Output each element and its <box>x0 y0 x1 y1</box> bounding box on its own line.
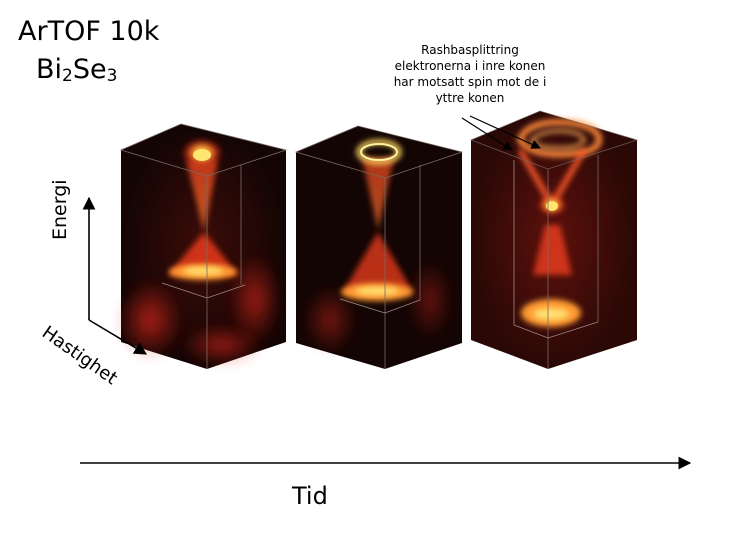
cube-1 <box>118 123 288 369</box>
formula-sub-3: 3 <box>106 66 118 86</box>
annotation-arrow-1 <box>461 117 513 151</box>
annotation-line-3: har motsatt spin mot de i <box>393 75 547 89</box>
annotation-line-4: yttre konen <box>435 91 505 105</box>
annotation-line-1: Rashbasplittring <box>421 43 519 57</box>
title-artof: ArTOF 10k <box>18 16 160 47</box>
energy-axis-label: Energi <box>49 179 71 240</box>
time-axis-label: Tid <box>292 482 328 510</box>
formula-se: Se <box>72 54 107 85</box>
cube-3 <box>469 110 639 369</box>
title-formula: Bi2Se3 <box>36 56 117 85</box>
rashba-annotation: Rashbasplittring elektronerna i inre kon… <box>370 42 570 106</box>
annotation-arrow-2 <box>469 115 541 149</box>
annotation-line-2: elektronerna i inre konen <box>394 59 546 73</box>
formula-bi: Bi <box>36 54 63 85</box>
formula-sub-2: 2 <box>62 66 73 86</box>
cube-2 <box>294 125 464 369</box>
speed-axis-arrow <box>88 319 148 355</box>
